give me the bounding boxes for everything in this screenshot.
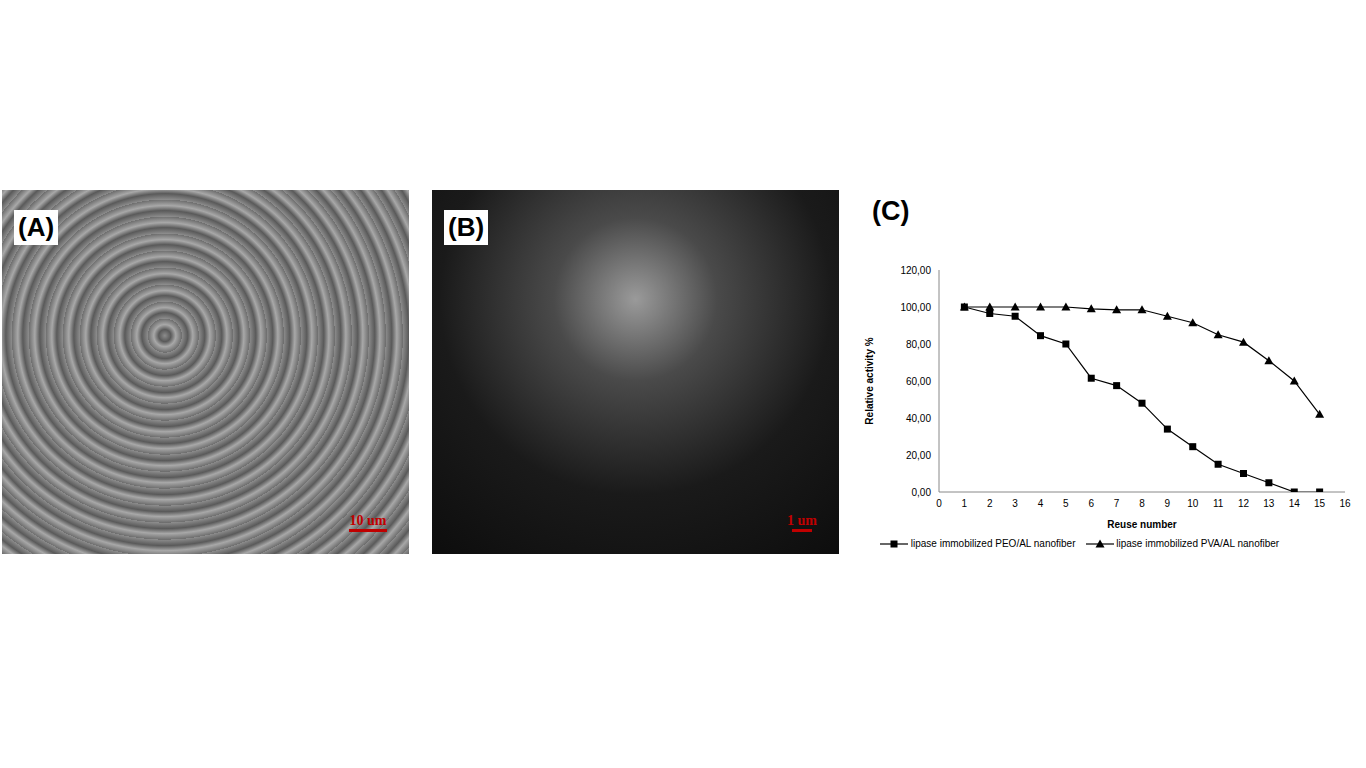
svg-text:0: 0	[936, 498, 942, 509]
svg-text:6: 6	[1088, 498, 1094, 509]
svg-text:16: 16	[1339, 498, 1351, 509]
svg-text:13: 13	[1263, 498, 1275, 509]
svg-text:Reuse number: Reuse number	[1107, 519, 1177, 530]
svg-text:4: 4	[1038, 498, 1044, 509]
html-text:(B): (B)	[448, 212, 485, 242]
html-text:lipase immobilized PVA/AL nano: lipase immobilized PVA/AL nanofiber	[1116, 538, 1280, 549]
html-text:1 um: 1 um	[787, 513, 817, 528]
html-text:(A): (A)	[18, 212, 55, 242]
svg-text:15: 15	[1314, 498, 1326, 509]
svg-text:14: 14	[1289, 498, 1301, 509]
svg-text:40,00: 40,00	[906, 413, 931, 424]
svg-text:5: 5	[1063, 498, 1069, 509]
html-text:lipase immobilized PEO/AL nano: lipase immobilized PEO/AL nanofiber	[910, 538, 1076, 549]
svg-text:10: 10	[1187, 498, 1199, 509]
svg-text:80,00: 80,00	[906, 339, 931, 350]
svg-text:60,00: 60,00	[906, 376, 931, 387]
svg-text:8: 8	[1139, 498, 1145, 509]
svg-text:7: 7	[1114, 498, 1120, 509]
svg-text:120,00: 120,00	[900, 265, 931, 276]
svg-text:9: 9	[1165, 498, 1171, 509]
svg-text:1: 1	[962, 498, 968, 509]
html-text:10 um: 10 um	[349, 513, 387, 528]
svg-text:100,00: 100,00	[900, 302, 931, 313]
svg-text:0,00: 0,00	[912, 487, 932, 498]
svg-text:12: 12	[1238, 498, 1250, 509]
svg-text:3: 3	[1012, 498, 1018, 509]
html-text:(C): (C)	[872, 196, 910, 226]
svg-text:2: 2	[987, 498, 993, 509]
svg-text:Relative activity %: Relative activity %	[864, 337, 875, 424]
svg-text:20,00: 20,00	[906, 450, 931, 461]
svg-text:11: 11	[1213, 498, 1224, 509]
